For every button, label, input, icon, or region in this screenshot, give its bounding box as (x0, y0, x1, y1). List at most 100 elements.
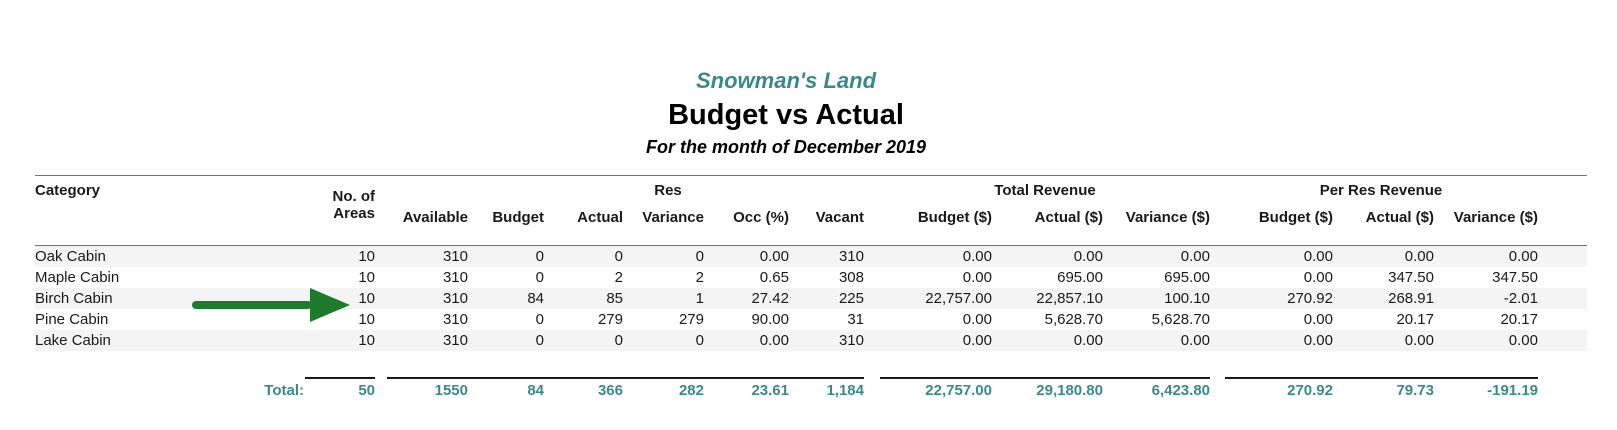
row-res-variance: 2 (695, 269, 704, 286)
row-per-variance: 347.50 (1492, 269, 1538, 286)
header-rev-budget: Budget ($) (917, 209, 992, 226)
total-rule-res (387, 377, 864, 379)
header-top-rule (35, 175, 1587, 176)
total-per-actual: 79.73 (1396, 382, 1434, 399)
row-per-actual: 20.17 (1396, 311, 1434, 328)
row-res-budget: 84 (527, 290, 544, 307)
row-rev-actual: 22,857.10 (1036, 290, 1103, 307)
row-per-budget: 0.00 (1303, 311, 1333, 328)
row-rev-actual: 0.00 (1073, 248, 1103, 265)
row-rev-budget: 22,757.00 (925, 290, 992, 307)
header-occ: Occ (%) (733, 209, 789, 226)
row-res-budget: 0 (535, 311, 544, 328)
table-row: Lake Cabin 10 310 0 0 0 0.00 310 0.00 0.… (35, 330, 1587, 351)
row-res-actual: 0 (614, 332, 623, 349)
row-category: Lake Cabin (35, 332, 111, 349)
row-vacant: 225 (838, 290, 864, 307)
row-per-budget: 0.00 (1303, 332, 1333, 349)
row-rev-budget: 0.00 (962, 248, 992, 265)
total-rev-budget: 22,757.00 (925, 382, 992, 399)
row-occ: 0.00 (759, 332, 789, 349)
header-per-variance: Variance ($) (1453, 209, 1538, 226)
row-per-variance: 0.00 (1508, 248, 1538, 265)
row-rev-variance: 100.10 (1164, 290, 1210, 307)
row-vacant: 310 (838, 332, 864, 349)
header-available: Available (402, 209, 468, 226)
row-category: Birch Cabin (35, 290, 113, 307)
total-rule-revenue (880, 377, 1210, 379)
row-rev-budget: 0.00 (962, 269, 992, 286)
row-areas: 10 (358, 269, 375, 286)
row-per-actual: 268.91 (1388, 290, 1434, 307)
table-row: Birch Cabin 10 310 84 85 1 27.42 225 22,… (35, 288, 1587, 309)
row-category: Pine Cabin (35, 311, 109, 328)
header-rev-variance: Variance ($) (1125, 209, 1210, 226)
total-rev-variance: 6,423.80 (1151, 382, 1210, 399)
row-per-actual: 0.00 (1404, 248, 1434, 265)
row-category: Maple Cabin (35, 269, 120, 286)
total-occ: 23.61 (751, 382, 789, 399)
header-rev-actual: Actual ($) (1034, 209, 1103, 226)
row-areas: 10 (358, 332, 375, 349)
header-vacant: Vacant (815, 209, 864, 226)
row-available: 310 (442, 269, 468, 286)
row-occ: 0.00 (759, 248, 789, 265)
row-res-actual: 279 (597, 311, 623, 328)
row-occ: 0.65 (759, 269, 789, 286)
row-vacant: 310 (838, 248, 864, 265)
total-vacant: 1,184 (826, 382, 864, 399)
total-res-budget: 84 (527, 382, 544, 399)
row-available: 310 (442, 332, 468, 349)
row-category: Oak Cabin (35, 248, 106, 265)
table-row: Maple Cabin 10 310 0 2 2 0.65 308 0.00 6… (35, 267, 1587, 288)
row-available: 310 (442, 311, 468, 328)
total-res-actual: 366 (597, 382, 623, 399)
company-name: Snowman's Land (695, 68, 877, 93)
header-res-group: Res (654, 182, 682, 199)
total-areas: 50 (358, 382, 375, 399)
row-areas: 10 (358, 311, 375, 328)
row-res-budget: 0 (535, 269, 544, 286)
row-per-variance: 0.00 (1508, 332, 1538, 349)
row-per-variance: -2.01 (1503, 290, 1538, 307)
header-category: Category (35, 182, 101, 199)
row-rev-variance: 5,628.70 (1151, 311, 1210, 328)
header-per-actual: Actual ($) (1365, 209, 1434, 226)
row-rev-actual: 695.00 (1057, 269, 1103, 286)
row-rev-variance: 695.00 (1164, 269, 1210, 286)
total-rule-per-res (1225, 377, 1538, 379)
header-res-budget: Budget (492, 209, 544, 226)
row-occ: 27.42 (751, 290, 789, 307)
row-areas: 10 (358, 248, 375, 265)
row-res-variance: 279 (678, 311, 704, 328)
total-rev-actual: 29,180.80 (1036, 382, 1103, 399)
row-rev-budget: 0.00 (962, 332, 992, 349)
table-row: Pine Cabin 10 310 0 279 279 90.00 31 0.0… (35, 309, 1587, 330)
row-rev-budget: 0.00 (962, 311, 992, 328)
row-res-variance: 1 (695, 290, 704, 307)
row-res-budget: 0 (535, 332, 544, 349)
row-per-budget: 270.92 (1287, 290, 1333, 307)
row-per-actual: 0.00 (1404, 332, 1434, 349)
row-res-variance: 0 (695, 248, 704, 265)
row-res-actual: 85 (606, 290, 623, 307)
row-areas: 10 (358, 290, 375, 307)
header-per-res-group: Per Res Revenue (1319, 182, 1443, 199)
header-bottom-rule (35, 245, 1587, 246)
row-vacant: 308 (838, 269, 864, 286)
row-res-actual: 2 (614, 269, 623, 286)
header-areas-line1: No. of (332, 188, 376, 205)
row-rev-actual: 5,628.70 (1044, 311, 1103, 328)
row-res-actual: 0 (614, 248, 623, 265)
row-per-variance: 20.17 (1500, 311, 1538, 328)
header-per-budget: Budget ($) (1258, 209, 1333, 226)
header-res-variance: Variance (642, 209, 704, 226)
right-arrow-icon (192, 288, 350, 322)
total-per-variance: -191.19 (1487, 382, 1538, 399)
report-subtitle: For the month of December 2019 (645, 137, 927, 157)
row-available: 310 (442, 290, 468, 307)
total-available: 1550 (434, 382, 468, 399)
total-rule-areas (305, 377, 375, 379)
row-vacant: 31 (847, 311, 864, 328)
total-per-budget: 270.92 (1287, 382, 1333, 399)
